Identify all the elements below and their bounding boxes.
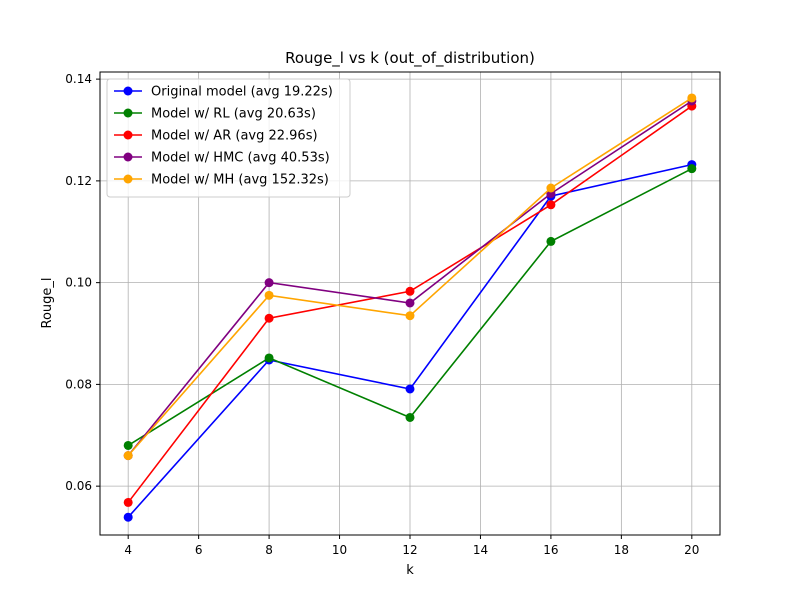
legend-label: Model w/ MH (avg 152.32s) (151, 173, 329, 188)
data-point (405, 298, 415, 308)
x-tick-label: 6 (195, 543, 203, 557)
legend-marker (123, 174, 133, 184)
data-point (264, 313, 274, 323)
x-tick-label: 4 (124, 543, 132, 557)
x-tick-label: 10 (332, 543, 347, 557)
legend-label: Model w/ AR (avg 22.96s) (151, 129, 318, 144)
x-tick-label: 16 (543, 543, 558, 557)
y-tick-label: 0.14 (65, 72, 92, 86)
y-tick-label: 0.12 (65, 174, 92, 188)
data-point (264, 353, 274, 363)
data-point (123, 497, 133, 507)
legend-marker (123, 152, 133, 162)
series-3 (123, 101, 697, 507)
legend-marker (123, 108, 133, 118)
data-point (123, 451, 133, 461)
series-layer (123, 93, 697, 522)
legend-marker (123, 130, 133, 140)
series-5 (123, 93, 697, 461)
legend-item: Model w/ MH (avg 152.32s) (114, 173, 329, 188)
legend: Original model (avg 19.22s) Model w/ RL (… (106, 78, 351, 198)
legend-marker (123, 86, 133, 96)
legend-item: Model w/ RL (avg 20.63s) (114, 107, 316, 122)
data-point (405, 311, 415, 321)
y-tick-label: 0.10 (65, 276, 92, 290)
legend-item: Original model (avg 19.22s) (114, 85, 333, 100)
y-axis: 0.06 0.08 0.10 0.12 0.14 (65, 72, 100, 493)
data-point (546, 236, 556, 246)
data-point (405, 412, 415, 422)
legend-item: Model w/ AR (avg 22.96s) (114, 129, 318, 144)
legend-item: Model w/ HMC (avg 40.53s) (114, 151, 330, 166)
x-axis-label: k (406, 563, 414, 578)
x-axis: 4 6 8 10 12 14 16 18 20 (124, 535, 699, 557)
x-tick-label: 18 (614, 543, 629, 557)
y-tick-label: 0.08 (65, 377, 92, 391)
y-axis-label: Rouge_l (40, 277, 55, 328)
data-point (123, 512, 133, 522)
data-point (687, 164, 697, 174)
series-2 (123, 164, 697, 450)
data-point (687, 93, 697, 103)
data-point (546, 200, 556, 210)
x-tick-label: 20 (684, 543, 699, 557)
legend-box (106, 78, 351, 198)
x-tick-label: 8 (265, 543, 273, 557)
x-tick-label: 12 (402, 543, 417, 557)
chart-title: Rouge_l vs k (out_of_distribution) (285, 49, 535, 68)
y-tick-label: 0.06 (65, 479, 92, 493)
x-tick-label: 14 (473, 543, 488, 557)
data-point (546, 183, 556, 193)
legend-label: Original model (avg 19.22s) (151, 85, 333, 100)
data-point (405, 286, 415, 296)
legend-label: Model w/ RL (avg 20.63s) (151, 107, 316, 122)
data-point (264, 278, 274, 288)
data-point (264, 290, 274, 300)
legend-label: Model w/ HMC (avg 40.53s) (151, 151, 330, 166)
data-point (405, 384, 415, 394)
data-point (123, 440, 133, 450)
